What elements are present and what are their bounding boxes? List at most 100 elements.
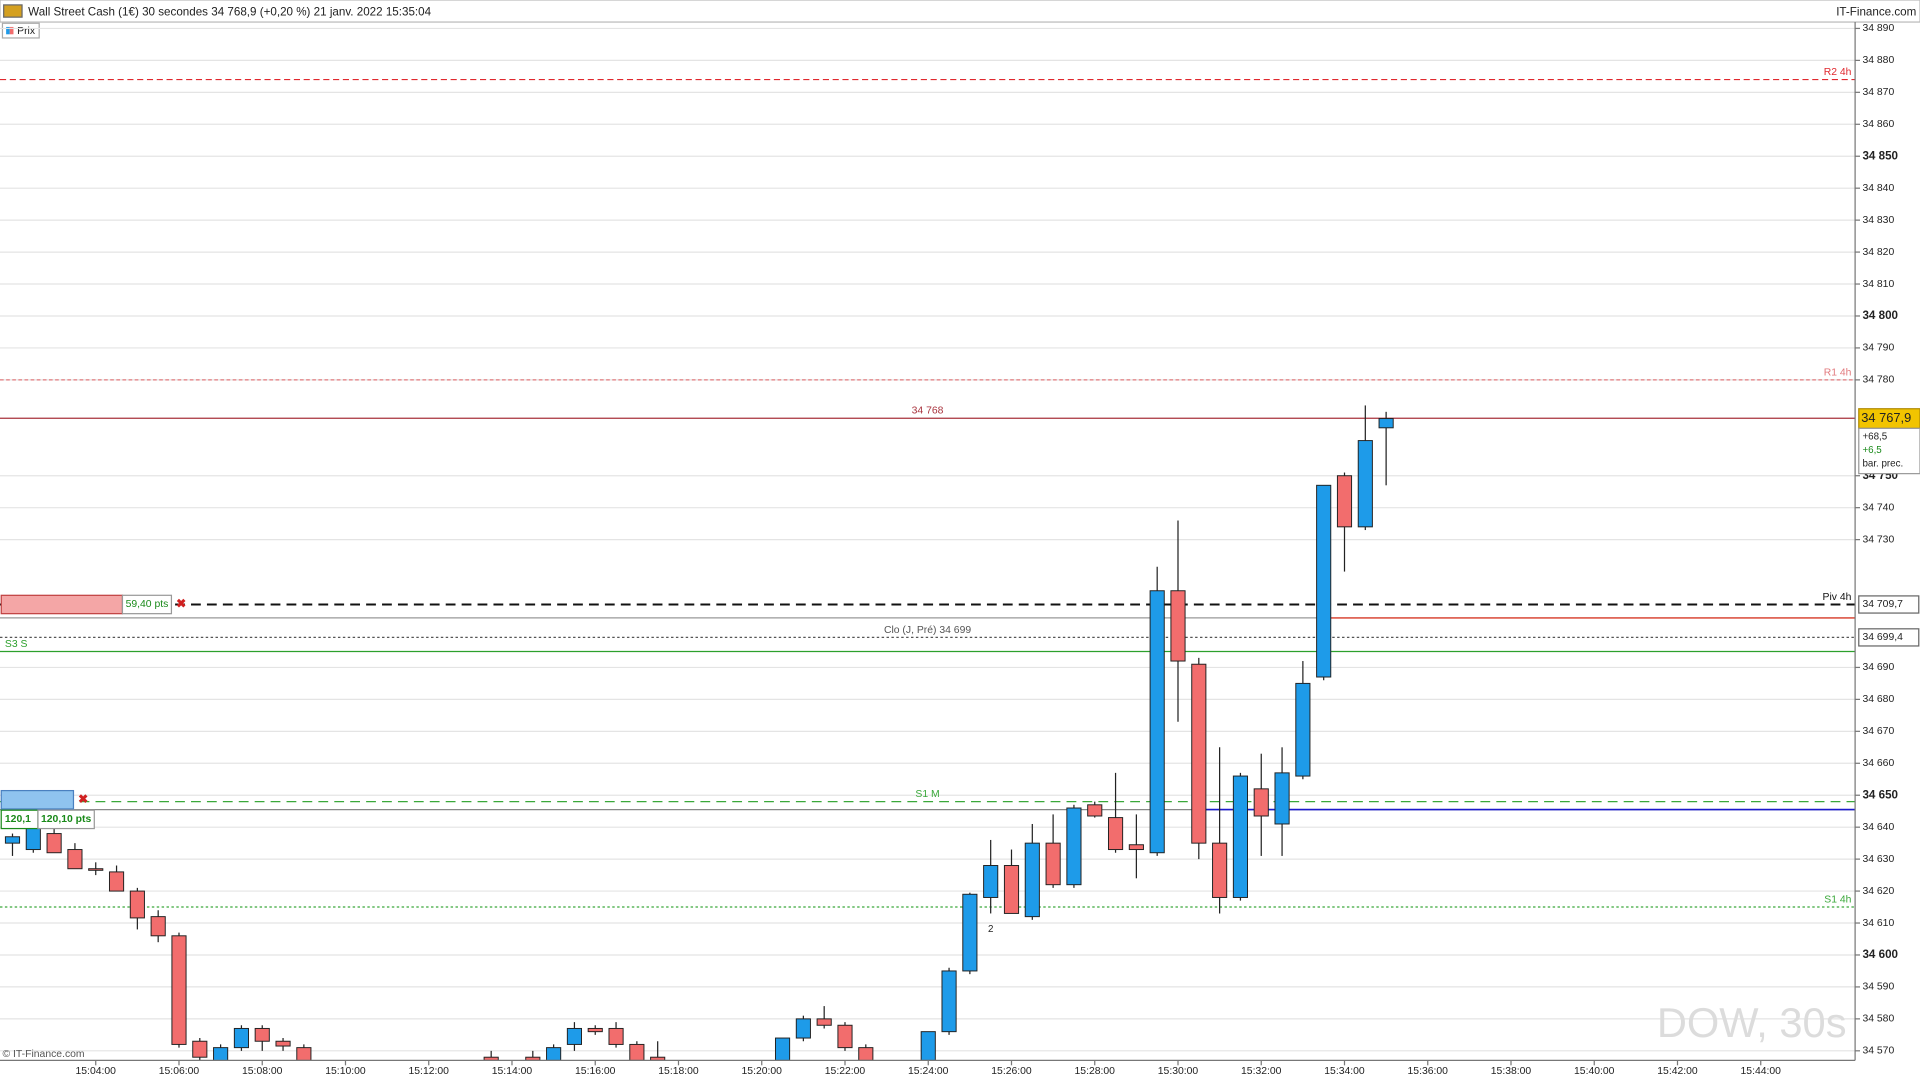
level-label: S1 M [915,789,939,800]
candle-body [546,1047,562,1061]
y-tick-label: 34 620 [1862,886,1894,897]
price-tag [1858,628,1920,647]
candle-body [629,1043,645,1061]
order-box [0,789,75,810]
level-label: Piv 4h [1823,592,1852,603]
x-tick-label: 15:30:00 [1158,1066,1199,1077]
y-tick-label: 34 810 [1862,279,1894,290]
chart-title: Wall Street Cash (1€) 30 secondes 34 768… [28,5,431,18]
candle-body [1149,590,1165,854]
legend-swatch [9,26,14,35]
level-label: Clo (J, Pré) 34 699 [884,625,971,636]
info-text: +68,5 [1862,431,1887,442]
level-label: S3 S [5,639,28,650]
legend-label: Prix [17,26,36,37]
y-tick-label: 34 690 [1862,662,1894,673]
y-tick-label: 34 600 [1862,948,1898,961]
y-tick-label: 34 780 [1862,375,1894,386]
candle-body [275,1040,291,1047]
x-tick-label: 15:22:00 [825,1066,866,1077]
candle-body [1045,842,1061,886]
x-tick-label: 15:34:00 [1324,1066,1365,1077]
copyright: © IT-Finance.com [2,1049,84,1060]
y-tick-label: 34 580 [1862,1014,1894,1025]
source: IT-Finance.com [1836,5,1916,18]
x-tick-label: 15:16:00 [575,1066,616,1077]
x-tick-label: 15:06:00 [159,1066,200,1077]
order-pts: 120,10 pts [41,814,91,825]
x-tick-label: 15:36:00 [1408,1066,1449,1077]
y-tick-label: 34 610 [1862,918,1894,929]
y-tick-label: 34 850 [1862,149,1898,162]
y-tick-label: 34 880 [1862,55,1894,66]
x-tick-label: 15:42:00 [1657,1066,1698,1077]
last-price-label: 34 767,9 [1861,410,1911,425]
order-pts-box [121,594,173,615]
x-tick-label: 15:04:00 [76,1066,117,1077]
info-box [1858,427,1920,475]
candle-body [983,865,999,898]
candle-body [233,1027,249,1049]
candle-body [1066,807,1082,886]
info-text: +6,5 [1862,445,1882,456]
app-icon [3,4,23,18]
header-bar [0,0,1920,23]
candle-body [920,1031,936,1061]
watermark: DOW, 30s [1657,999,1847,1046]
order-box [0,594,124,615]
candle-body [1003,865,1020,914]
y-tick-label: 34 800 [1862,309,1898,322]
candle-body [108,871,125,892]
candle-body [1107,817,1124,851]
x-tick-label: 15:38:00 [1491,1066,1532,1077]
order-pts: 59,40 pts [126,599,169,610]
y-tick-label: 34 640 [1862,822,1894,833]
level-label: S1 4h [1824,894,1851,905]
x-tick-label: 15:20:00 [742,1066,783,1077]
y-tick-label: 34 870 [1862,87,1894,98]
candle-body [795,1018,811,1039]
candle-body [837,1024,853,1049]
x-tick-label: 15:24:00 [908,1066,949,1077]
x-tick-label: 15:44:00 [1741,1066,1782,1077]
candle-body [1253,788,1269,817]
order-pts-box [37,809,95,830]
candle-body [1274,772,1290,825]
candle-body [566,1027,582,1045]
y-tick-label: 34 840 [1862,183,1894,194]
x-tick-label: 15:12:00 [409,1066,450,1077]
x-tick-label: 15:32:00 [1241,1066,1282,1077]
candle-body [816,1018,832,1026]
y-tick-label: 34 730 [1862,534,1894,545]
annotation: 2 [988,924,993,935]
y-tick-label: 34 670 [1862,726,1894,737]
y-tick-label: 34 680 [1862,694,1894,705]
candle-body [608,1027,624,1045]
legend-swatch [6,26,10,35]
candle-body [774,1037,791,1061]
x-tick-label: 15:40:00 [1574,1066,1615,1077]
x-tick-label: 15:14:00 [492,1066,533,1077]
candle-body [941,970,957,1033]
level-label: R1 4h [1824,367,1852,378]
x-tick-label: 15:10:00 [325,1066,366,1077]
candle-body [46,833,62,854]
order-close[interactable]: ✖ [78,792,88,806]
candle-body [1212,842,1228,898]
y-tick-label: 34 630 [1862,854,1894,865]
x-tick-label: 15:28:00 [1075,1066,1116,1077]
candle-body [1357,440,1373,528]
order-close[interactable]: ✖ [176,597,186,611]
candle-body [1378,418,1394,429]
candle-body [1170,590,1186,662]
candle-body [25,826,41,851]
y-tick-label: 34 660 [1862,758,1894,769]
price-tag [1858,595,1920,614]
candle-body [67,849,83,870]
x-tick-label: 15:08:00 [242,1066,283,1077]
candle-body [1295,682,1311,777]
y-tick-label: 34 740 [1862,502,1894,513]
y-tick-label: 34 790 [1862,343,1894,354]
